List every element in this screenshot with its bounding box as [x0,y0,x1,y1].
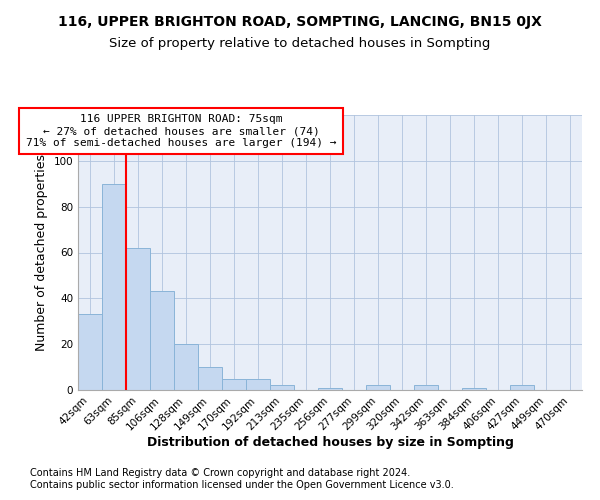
Bar [174,344,198,390]
Bar [102,184,126,390]
Text: 116 UPPER BRIGHTON ROAD: 75sqm
← 27% of detached houses are smaller (74)
71% of : 116 UPPER BRIGHTON ROAD: 75sqm ← 27% of … [26,114,337,148]
Bar [246,378,270,390]
Bar [198,367,222,390]
Text: Contains public sector information licensed under the Open Government Licence v3: Contains public sector information licen… [30,480,454,490]
Bar [78,314,102,390]
Text: 116, UPPER BRIGHTON ROAD, SOMPTING, LANCING, BN15 0JX: 116, UPPER BRIGHTON ROAD, SOMPTING, LANC… [58,15,542,29]
Bar [414,386,438,390]
Text: Size of property relative to detached houses in Sompting: Size of property relative to detached ho… [109,38,491,51]
Bar [318,388,342,390]
Bar [126,248,150,390]
Bar [222,378,246,390]
Bar [150,292,174,390]
Bar [366,386,390,390]
Text: Distribution of detached houses by size in Sompting: Distribution of detached houses by size … [146,436,514,449]
Bar [510,386,534,390]
Y-axis label: Number of detached properties: Number of detached properties [35,154,48,351]
Bar [462,388,486,390]
Bar [270,386,294,390]
Text: Contains HM Land Registry data © Crown copyright and database right 2024.: Contains HM Land Registry data © Crown c… [30,468,410,477]
